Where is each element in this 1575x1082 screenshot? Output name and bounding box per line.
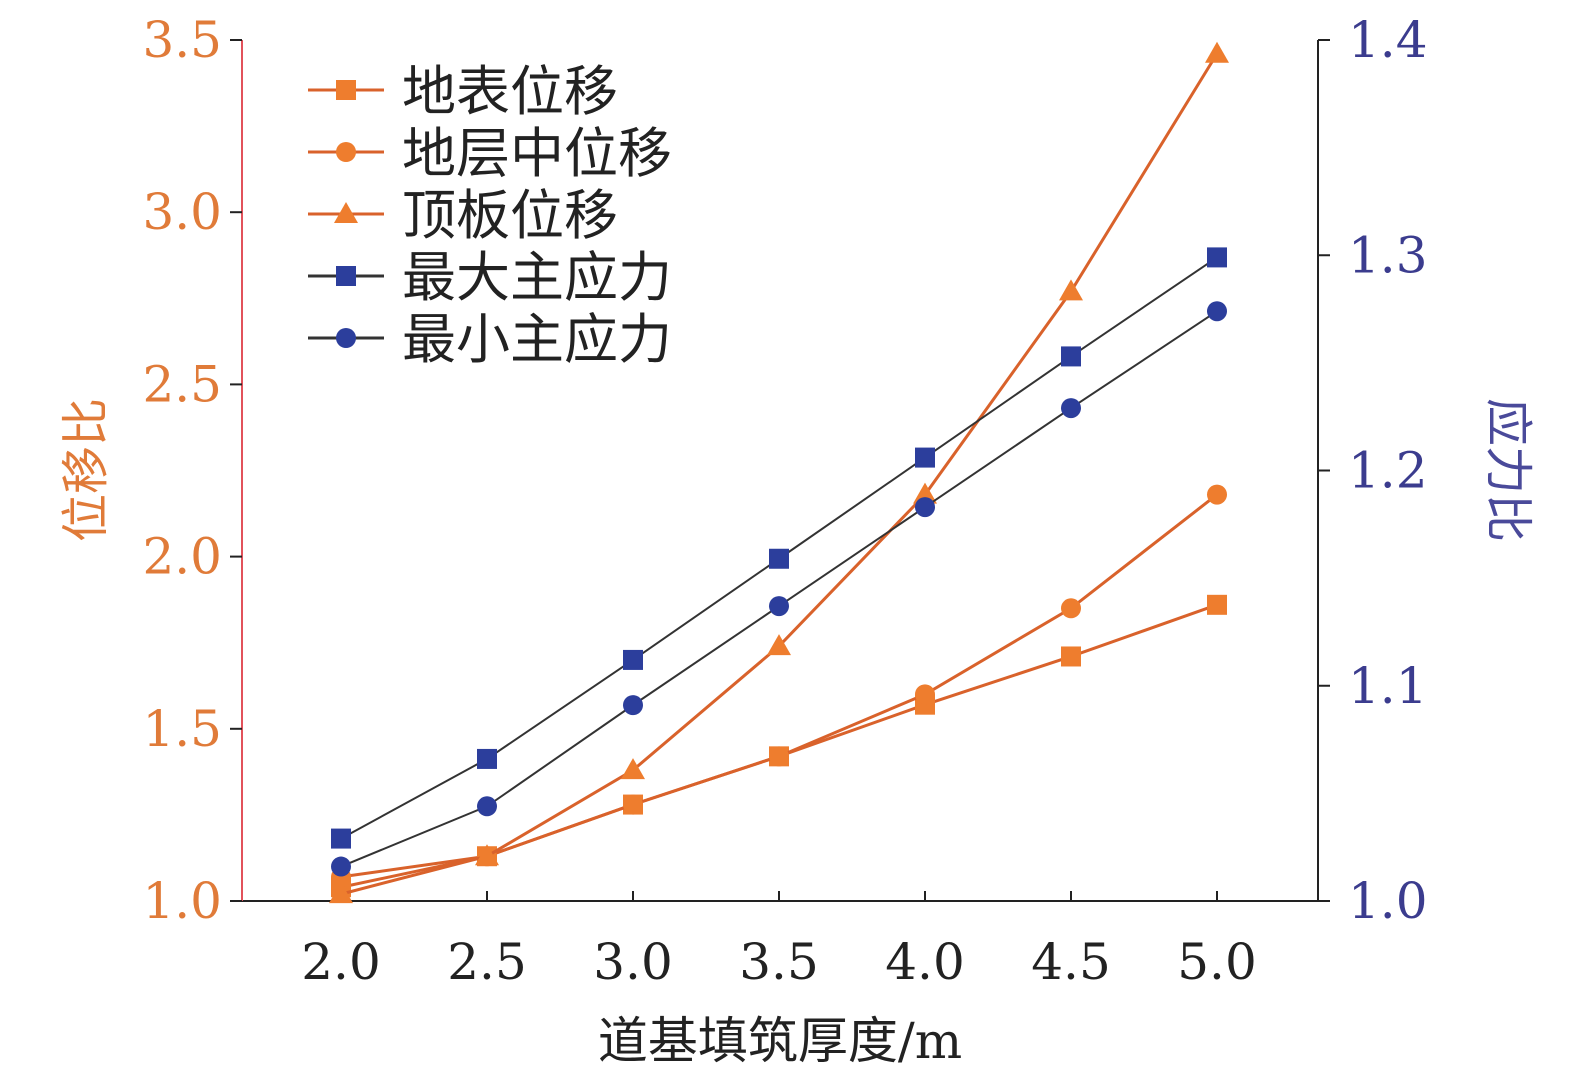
legend-item: 最大主应力 <box>308 246 672 309</box>
x-tick-label: 2.5 <box>447 933 527 991</box>
data-point <box>331 856 351 877</box>
legend-item: 地层中位移 <box>308 122 672 185</box>
series-line <box>340 310 1218 868</box>
data-point <box>915 497 935 518</box>
data-point <box>1061 398 1081 419</box>
data-point <box>767 634 791 656</box>
data-point <box>1061 598 1081 619</box>
left-y-tick-label: 2.5 <box>142 355 222 413</box>
legend-label: 地层中位移 <box>402 122 672 185</box>
series-1 <box>331 484 1227 887</box>
data-point <box>1207 484 1227 505</box>
left-y-tick-label: 3.5 <box>142 11 222 69</box>
left-y-tick-label: 1.0 <box>142 872 222 930</box>
x-tick-label: 4.5 <box>1031 933 1111 991</box>
x-tick-label: 3.0 <box>593 933 673 991</box>
series-4 <box>331 301 1227 877</box>
legend-marker <box>336 328 356 348</box>
data-point <box>623 649 643 670</box>
legend-marker <box>336 266 356 286</box>
x-tick-label: 4.0 <box>885 933 965 991</box>
data-point <box>475 844 499 866</box>
data-point <box>477 748 497 769</box>
data-point <box>1207 301 1227 322</box>
right-y-axis-label: 应力比 <box>1480 398 1536 542</box>
data-point <box>1061 346 1081 367</box>
left-y-tick-label: 2.0 <box>142 528 222 586</box>
data-point <box>621 758 645 780</box>
left-y-tick-label: 3.0 <box>142 183 222 241</box>
legend-label: 最大主应力 <box>402 246 672 309</box>
data-point <box>1207 594 1227 615</box>
left-y-axis-label: 位移比 <box>58 398 114 542</box>
data-point <box>623 794 643 815</box>
data-point <box>915 447 935 468</box>
data-point <box>769 548 789 569</box>
legend-label: 最小主应力 <box>402 308 672 371</box>
right-y-tick-label: 1.0 <box>1348 872 1428 930</box>
data-point <box>329 882 353 904</box>
series-2 <box>329 41 1229 904</box>
data-point <box>913 482 937 504</box>
data-point <box>623 695 643 716</box>
right-y-tick-label: 1.2 <box>1348 442 1428 500</box>
legend-item: 最小主应力 <box>308 308 672 371</box>
legend-marker <box>334 202 358 223</box>
data-point <box>331 828 351 849</box>
legend-marker <box>336 80 356 100</box>
data-point <box>769 596 789 617</box>
x-tick-label: 3.5 <box>739 933 819 991</box>
data-point <box>1059 279 1083 301</box>
x-axis-label: 道基填筑厚度/m <box>598 1012 962 1070</box>
data-point <box>1061 646 1081 667</box>
data-point <box>769 746 789 767</box>
right-y-tick-label: 1.4 <box>1348 11 1428 69</box>
legend-label: 地表位移 <box>402 60 618 123</box>
right-y-tick-label: 1.1 <box>1348 657 1428 715</box>
data-point <box>477 796 497 817</box>
legend-item: 地表位移 <box>308 60 618 123</box>
x-tick-label: 2.0 <box>301 933 381 991</box>
series-3 <box>331 247 1227 849</box>
x-tick-label: 5.0 <box>1177 933 1257 991</box>
legend-marker <box>336 142 356 162</box>
data-point <box>915 684 935 705</box>
legend-label: 顶板位移 <box>402 184 618 247</box>
right-y-tick-label: 1.3 <box>1348 226 1428 284</box>
legend-item: 顶板位移 <box>308 184 618 247</box>
data-point <box>1207 247 1227 268</box>
left-y-tick-label: 1.5 <box>142 700 222 758</box>
data-point <box>1205 41 1229 63</box>
